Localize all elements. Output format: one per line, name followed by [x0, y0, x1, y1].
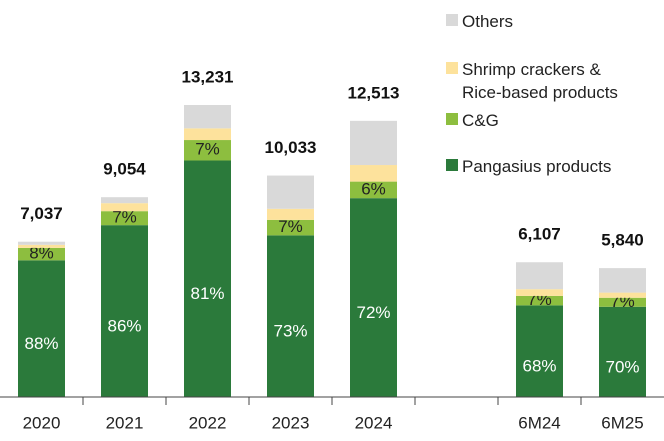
legend-label: Others: [462, 12, 514, 31]
bar-segment: [516, 295, 563, 306]
data-label: 81%: [190, 284, 224, 303]
data-label: 6%: [361, 179, 386, 198]
x-tick-label: 2022: [189, 413, 227, 432]
bar-segment: [101, 211, 148, 226]
legend-item: C&G: [446, 109, 499, 132]
bar-segment: [350, 181, 397, 199]
total-label: 10,033: [265, 138, 317, 157]
legend-swatch: [446, 113, 458, 125]
data-label: 70%: [605, 357, 639, 376]
data-label: 7%: [278, 217, 303, 236]
bar-segment: [101, 203, 148, 212]
bar-segment: [101, 197, 148, 204]
bar-segment: [184, 140, 231, 161]
total-label: 5,840: [601, 231, 644, 250]
bar-segment: [267, 219, 314, 236]
data-label: 86%: [107, 317, 141, 336]
bar-segment: [184, 160, 231, 397]
bar-segment: [267, 235, 314, 397]
bar-segment: [101, 225, 148, 397]
bar-segment: [516, 262, 563, 290]
data-label: 68%: [522, 357, 556, 376]
x-tick-label: 2024: [355, 413, 393, 432]
bar-segment: [18, 241, 65, 245]
data-label: 72%: [356, 303, 390, 322]
bar-segment: [267, 208, 314, 220]
legend-item: Others: [446, 10, 513, 33]
legend-item: Pangasius products: [446, 155, 611, 178]
legend-swatch: [446, 62, 458, 74]
bar-segment: [599, 306, 646, 397]
x-tick-label: 2020: [23, 413, 61, 432]
bar-segment: [516, 289, 563, 296]
x-tick-label: 6M24: [518, 413, 561, 432]
bar-segment: [267, 175, 314, 209]
bar-segment: [350, 165, 397, 182]
total-label: 12,513: [348, 83, 400, 102]
legend-swatch: [446, 159, 458, 171]
data-label: 73%: [273, 322, 307, 341]
data-label: 7%: [195, 140, 220, 159]
legend-label: Shrimp crackers & Rice-based products: [462, 60, 618, 102]
data-label: 8%: [29, 244, 54, 263]
legend-label: Pangasius products: [462, 157, 612, 176]
x-tick-label: 6M25: [601, 413, 644, 432]
x-tick-label: 2021: [106, 413, 144, 432]
bar-segment: [18, 247, 65, 261]
bar-segment: [599, 297, 646, 307]
bar-segment: [18, 260, 65, 397]
legend-item: Shrimp crackers & Rice-based products: [446, 58, 618, 104]
bar-segment: [184, 105, 231, 129]
bar-segment: [184, 128, 231, 141]
total-label: 13,231: [182, 67, 234, 86]
legend-label: C&G: [462, 111, 499, 130]
bar-segment: [350, 120, 397, 166]
legend-swatch: [446, 14, 458, 26]
bar-segment: [599, 268, 646, 293]
total-label: 9,054: [103, 160, 146, 179]
x-tick-label: 2023: [272, 413, 310, 432]
total-label: 6,107: [518, 225, 561, 244]
data-label: 7%: [112, 208, 137, 227]
bar-segment: [350, 198, 397, 397]
bar-segment: [599, 292, 646, 298]
total-label: 7,037: [20, 204, 63, 223]
bar-segment: [18, 244, 65, 248]
bar-segment: [516, 305, 563, 397]
data-label: 88%: [24, 334, 58, 353]
